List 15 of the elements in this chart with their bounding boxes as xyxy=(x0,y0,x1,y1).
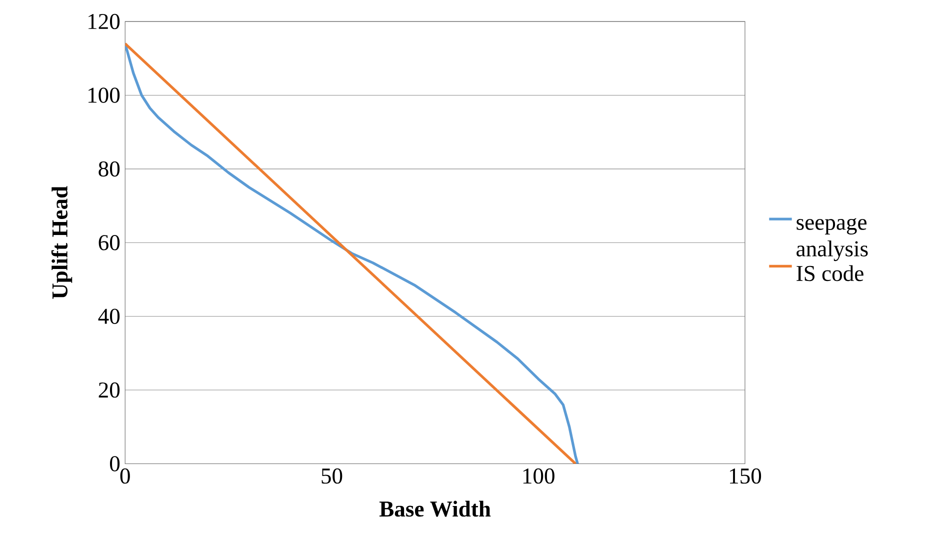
y-tick-label: 80 xyxy=(98,161,120,177)
y-tick-label: 100 xyxy=(88,88,120,103)
y-tick-label: 120 xyxy=(88,14,120,30)
y-tick-label: 0 xyxy=(110,456,120,472)
y-tick-label: 20 xyxy=(98,382,120,398)
x-tick-label: 150 xyxy=(730,468,762,484)
x-tick-label: 0 xyxy=(120,468,130,484)
legend-label: IS code xyxy=(796,265,864,282)
legend-label: seepage analysis xyxy=(796,218,868,262)
y-tick-label: 40 xyxy=(98,308,120,324)
x-axis-title: Base Width xyxy=(379,500,491,517)
x-tick-label: 100 xyxy=(523,468,554,484)
y-tick-label: 60 xyxy=(98,235,120,250)
x-tick-label: 50 xyxy=(322,468,342,484)
y-axis-title: Uplift Head xyxy=(51,186,72,299)
